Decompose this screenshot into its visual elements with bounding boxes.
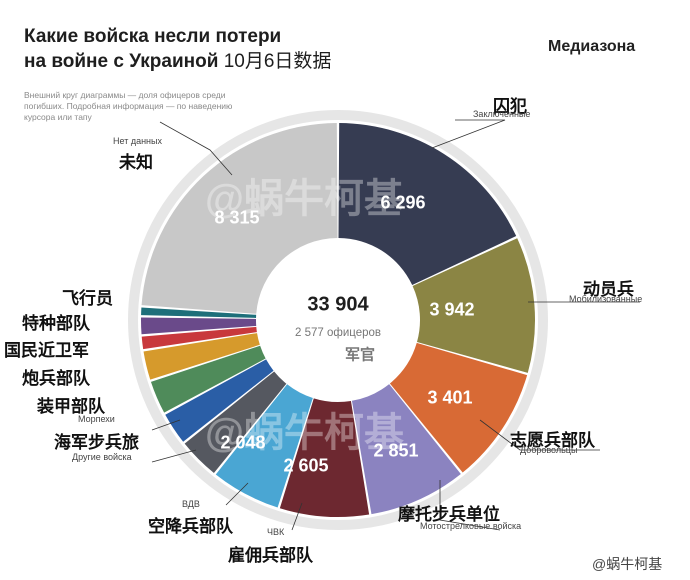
slice-mobilized[interactable] <box>412 238 535 373</box>
label-ru-marines: Морпехи <box>78 414 115 424</box>
leader-line-8 <box>159 121 233 176</box>
label-ru-pmc: ЧВК <box>267 527 285 537</box>
label-cn-special: 特种部队 <box>22 314 90 333</box>
label-ru-prisoners: Заключенные <box>473 109 531 119</box>
leader-line-4 <box>291 502 303 531</box>
slice-artillery[interactable] <box>143 333 260 380</box>
label-ru-motor-rifle: Мотострелковые войска <box>420 521 522 531</box>
value-vdv: 2 048 <box>220 432 266 453</box>
slice-motor-rifle[interactable] <box>351 384 461 515</box>
outer-officer-ring <box>128 110 548 530</box>
center-officers: 2 577 офицеров <box>294 327 382 339</box>
slice-tank[interactable] <box>150 345 266 413</box>
title-line-2-cn: 10月6日数据 <box>223 51 332 72</box>
label-cn-pilots: 飞行员 <box>62 289 113 308</box>
label-cn-unknown: 未知 <box>119 153 153 172</box>
label-cn-rosgvardia: 国民近卫军 <box>4 341 89 360</box>
leader-line-0 <box>431 119 506 149</box>
label-ru-volunteers: Добровольцы <box>520 445 578 455</box>
slice-unknown[interactable] <box>141 123 338 314</box>
slice-vdv[interactable] <box>215 384 313 508</box>
watermark-bottom: @蜗牛柯基 <box>205 411 405 455</box>
value-volunteers: 3 401 <box>427 387 473 408</box>
center-officers-cn: 军官 <box>344 346 376 364</box>
chart-description: Внешний круг диаграммы — доля офицеров с… <box>24 90 233 122</box>
title-line-2-ru: на войне с Украиной <box>24 51 219 72</box>
title-line-2: на войне с Украиной 10月6日数据 <box>24 49 494 74</box>
slice-pmc[interactable] <box>279 398 370 518</box>
chart-title: Какие войска несли потери на войне с Укр… <box>24 24 494 74</box>
label-cn-tank: 装甲部队 <box>37 397 105 416</box>
leader-line-2 <box>479 419 600 451</box>
label-cn-volunteers: 志愿兵部队 <box>510 431 595 450</box>
title-line-1: Какие войска несли потери <box>24 26 282 47</box>
value-prisoners: 6 296 <box>380 192 426 213</box>
leader-line-7 <box>151 419 181 431</box>
brand-logo: Медиазона <box>548 38 636 55</box>
value-pmc: 2 605 <box>283 455 329 476</box>
slice-special[interactable] <box>141 317 257 335</box>
label-cn-artillery: 炮兵部队 <box>22 369 90 388</box>
value-mobilized: 3 942 <box>429 299 475 320</box>
label-cn-mobilized: 动员兵 <box>583 280 634 299</box>
leader-line-3 <box>439 480 501 531</box>
label-ru-unknown: Нет данных <box>113 136 162 146</box>
value-unknown: 8 315 <box>214 207 260 228</box>
label-cn-vdv: 空降兵部队 <box>148 517 233 536</box>
label-cn-prisoners: 囚犯 <box>493 97 527 116</box>
center-total: 33 904 <box>307 293 369 316</box>
value-motor-rifle: 2 851 <box>373 440 419 461</box>
watermark-corner: @蜗牛柯基 <box>592 556 663 572</box>
label-cn-motor-rifle: 摩托步兵单位 <box>398 505 500 524</box>
label-ru-vdv: ВДВ <box>182 499 200 509</box>
slice-prisoners[interactable] <box>338 123 517 286</box>
slice-rosgvardia[interactable] <box>141 326 257 350</box>
watermark-top: @蜗牛柯基 <box>205 177 405 221</box>
label-ru-mobilized: Мобилизованные <box>569 294 643 304</box>
leader-line-5 <box>225 482 249 506</box>
label-cn-marines: 海军步兵旅 <box>54 433 139 452</box>
leader-line-6 <box>151 449 197 463</box>
slice-volunteers[interactable] <box>389 342 528 473</box>
label-ru-other: Другие войска <box>72 452 132 462</box>
slice-marines[interactable] <box>165 359 274 442</box>
slice-pilots[interactable] <box>141 307 257 318</box>
label-cn-pmc: 雇佣兵部队 <box>228 546 313 565</box>
slice-other[interactable] <box>184 371 287 474</box>
